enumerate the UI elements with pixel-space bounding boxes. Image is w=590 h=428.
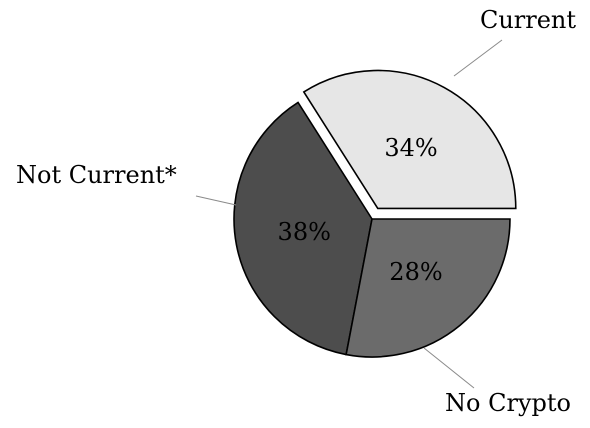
leader-line: [423, 347, 475, 389]
leader-line: [453, 39, 503, 77]
pie-slice-not-current: [345, 218, 511, 358]
pie-category-label: Current: [480, 6, 576, 34]
pie-value-label: 28%: [389, 258, 442, 286]
pie-value-label: 38%: [278, 218, 331, 246]
pie-category-label: No Crypto: [445, 389, 571, 417]
pie-slice-no-crypto: [233, 101, 373, 356]
pie-value-label: 34%: [384, 134, 437, 162]
leader-line: [195, 195, 237, 206]
pie-slice-current: [302, 69, 517, 210]
pie-category-label: Not Current*: [16, 161, 177, 189]
